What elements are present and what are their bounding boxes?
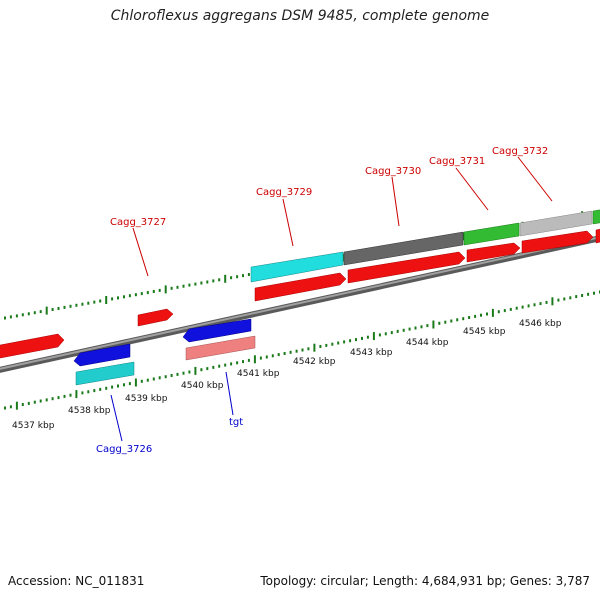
- cds-arrow: [519, 210, 593, 237]
- kbp-label: 4541 kbp: [237, 369, 280, 379]
- cds-arrow: [595, 228, 600, 244]
- backbone: [0, 235, 600, 373]
- kbp-label: 4540 kbp: [181, 381, 224, 391]
- tick-track-lower: [4, 290, 600, 410]
- cds-arrow: [75, 361, 135, 386]
- gene-label-cagg-3726: Cagg_3726: [96, 444, 152, 455]
- gene-label-cagg-3730: Cagg_3730: [365, 166, 421, 177]
- kbp-label: 4537 kbp: [12, 421, 55, 431]
- gene-label-tgt: tgt: [229, 417, 243, 428]
- kbp-label: 4539 kbp: [125, 394, 168, 404]
- cds-arrow: [592, 209, 600, 225]
- accession-text: Accession: NC_011831: [8, 574, 145, 588]
- gene-label-cagg-3727: Cagg_3727: [110, 217, 166, 228]
- cds-arrow: [185, 335, 256, 361]
- gene-labels: Cagg_3727 Cagg_3729 Cagg_3730 Cagg_3731 …: [96, 146, 548, 455]
- kbp-label: 4543 kbp: [350, 348, 393, 358]
- cds-arrow: [254, 272, 347, 302]
- label-leaders: [110, 156, 553, 442]
- kbp-label: 4546 kbp: [519, 319, 562, 329]
- genome-summary-text: Topology: circular; Length: 4,684,931 bp…: [260, 574, 590, 588]
- cds-arrow: [521, 230, 594, 254]
- cds-arrow: [73, 343, 131, 367]
- forward-cds: [0, 209, 600, 359]
- kbp-label: 4542 kbp: [293, 357, 336, 367]
- kbp-label: 4544 kbp: [406, 338, 449, 348]
- kbp-label: 4545 kbp: [463, 327, 506, 337]
- kbp-label: 4538 kbp: [68, 406, 111, 416]
- cds-arrow: [463, 222, 520, 246]
- kbp-labels: 4537 kbp 4538 kbp 4539 kbp 4540 kbp 4541…: [12, 319, 562, 431]
- cds-arrow: [466, 242, 521, 263]
- cds-arrow: [343, 231, 464, 266]
- genome-title: Chloroflexus aggregans DSM 9485, complet…: [110, 8, 490, 24]
- cds-arrow: [137, 308, 174, 327]
- cds-arrow: [0, 333, 65, 359]
- gene-label-cagg-3731: Cagg_3731: [429, 156, 485, 167]
- cds-arrow: [250, 251, 344, 283]
- cds-arrow: [347, 251, 466, 284]
- reverse-cds: [73, 318, 256, 386]
- cds-arrow: [182, 318, 252, 343]
- gene-label-cagg-3732: Cagg_3732: [492, 146, 548, 157]
- gene-label-cagg-3729: Cagg_3729: [256, 187, 312, 198]
